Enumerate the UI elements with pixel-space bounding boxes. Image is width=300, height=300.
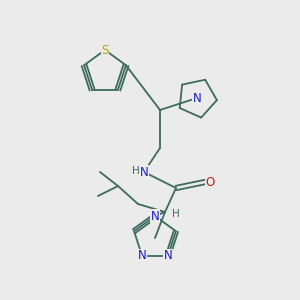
Text: N: N <box>151 209 159 223</box>
Text: N: N <box>164 249 172 262</box>
Text: H: H <box>132 166 140 176</box>
Text: O: O <box>206 176 214 188</box>
Text: S: S <box>101 44 109 56</box>
Text: H: H <box>172 209 180 219</box>
Text: N: N <box>151 209 159 223</box>
Text: N: N <box>193 92 201 104</box>
Text: N: N <box>138 249 146 262</box>
Text: N: N <box>140 166 148 178</box>
